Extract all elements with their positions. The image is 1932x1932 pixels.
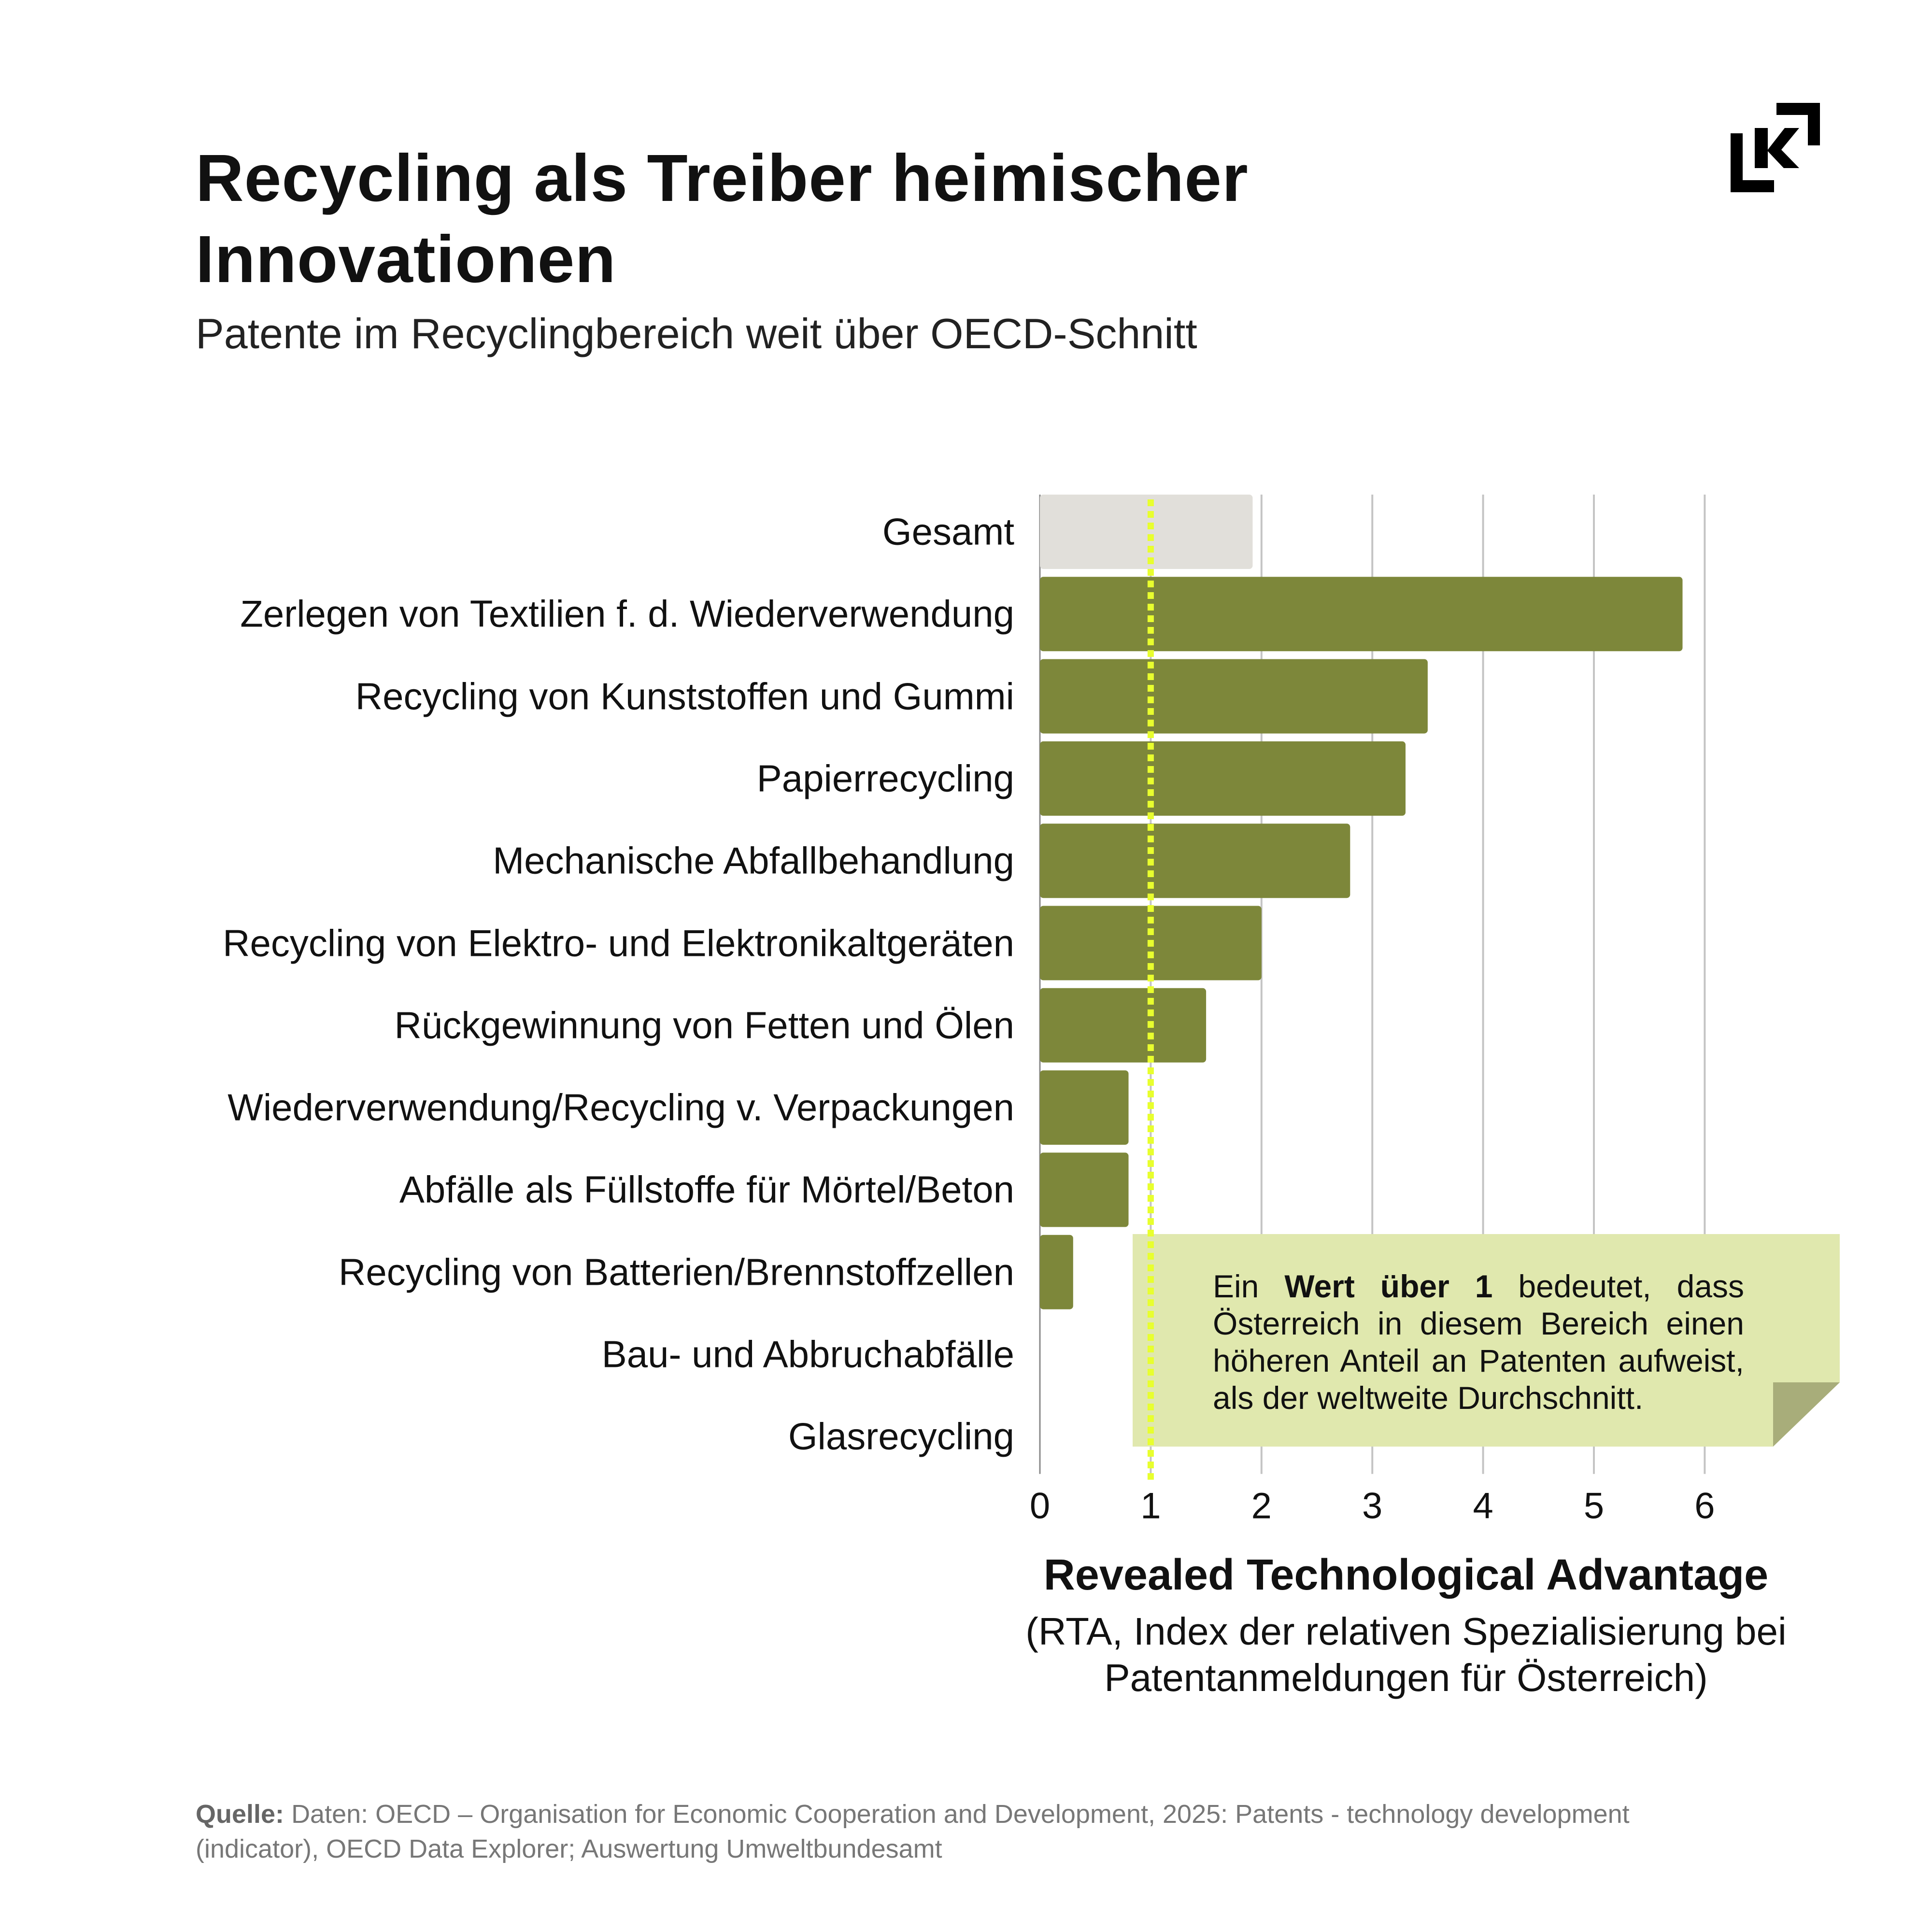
bar-3 bbox=[1040, 741, 1406, 816]
annotation-text: Ein Wert über 1 bedeutet, dass Österreic… bbox=[1213, 1268, 1744, 1417]
category-label: Mechanische Abfallbehandlung bbox=[493, 839, 1014, 882]
logo-icon bbox=[1731, 103, 1820, 192]
bar-0 bbox=[1040, 495, 1253, 569]
annotation-pre: Ein bbox=[1213, 1268, 1259, 1304]
chart-subtitle: Patente im Recyclingbereich weit über OE… bbox=[196, 310, 1197, 357]
annotation-bold: Wert über 1 bbox=[1284, 1268, 1493, 1304]
x-axis-title: Revealed Technological Advantage bbox=[1043, 1551, 1769, 1599]
x-axis-subtitle: (RTA, Index der relativen Spezialisierun… bbox=[1025, 1610, 1787, 1699]
x-tick-label: 6 bbox=[1694, 1485, 1715, 1527]
x-tick-label: 2 bbox=[1251, 1485, 1272, 1527]
x-tick-label: 1 bbox=[1140, 1485, 1161, 1527]
x-tick-label: 5 bbox=[1583, 1485, 1605, 1527]
annotation-box bbox=[1133, 1234, 1840, 1447]
bar-2 bbox=[1040, 659, 1428, 734]
bar-6 bbox=[1040, 988, 1207, 1063]
x-tick-label: 3 bbox=[1362, 1485, 1383, 1527]
annotation-fold bbox=[1773, 1382, 1840, 1447]
category-label: Recycling von Elektro- und Elektronikalt… bbox=[223, 922, 1014, 964]
category-label: Gesamt bbox=[882, 510, 1014, 553]
source-label: Quelle: bbox=[196, 1800, 284, 1829]
bar-4 bbox=[1040, 824, 1350, 898]
category-label: Bau- und Abbruchabfälle bbox=[601, 1333, 1014, 1376]
bar-7 bbox=[1040, 1070, 1129, 1145]
x-tick-label: 4 bbox=[1473, 1485, 1493, 1527]
x-tick-label: 0 bbox=[1029, 1485, 1051, 1527]
category-label: Papierrecycling bbox=[756, 757, 1014, 800]
chart-title: Recycling als Treiber heimischer Innovat… bbox=[196, 141, 1249, 297]
annotation-post: bedeutet, dass Österreich in diesem Bere… bbox=[1213, 1268, 1744, 1416]
source-note: Quelle: Daten: OECD – Organisation for E… bbox=[196, 1797, 1693, 1866]
source-text: Daten: OECD – Organisation for Economic … bbox=[196, 1800, 1630, 1863]
category-label: Rückgewinnung von Fetten und Ölen bbox=[394, 1004, 1015, 1047]
category-label: Zerlegen von Textilien f. d. Wiederverwe… bbox=[240, 592, 1014, 635]
category-label: Recycling von Kunststoffen und Gummi bbox=[355, 675, 1014, 718]
bar-1 bbox=[1040, 577, 1683, 652]
bar-9 bbox=[1040, 1235, 1073, 1309]
category-label: Glasrecycling bbox=[788, 1415, 1014, 1458]
category-label: Abfälle als Füllstoffe für Mörtel/Beton bbox=[399, 1168, 1014, 1211]
category-label: Recycling von Batterien/Brennstoffzellen bbox=[338, 1250, 1014, 1293]
category-label: Wiederverwendung/Recycling v. Verpackung… bbox=[227, 1086, 1014, 1129]
bar-8 bbox=[1040, 1152, 1129, 1227]
